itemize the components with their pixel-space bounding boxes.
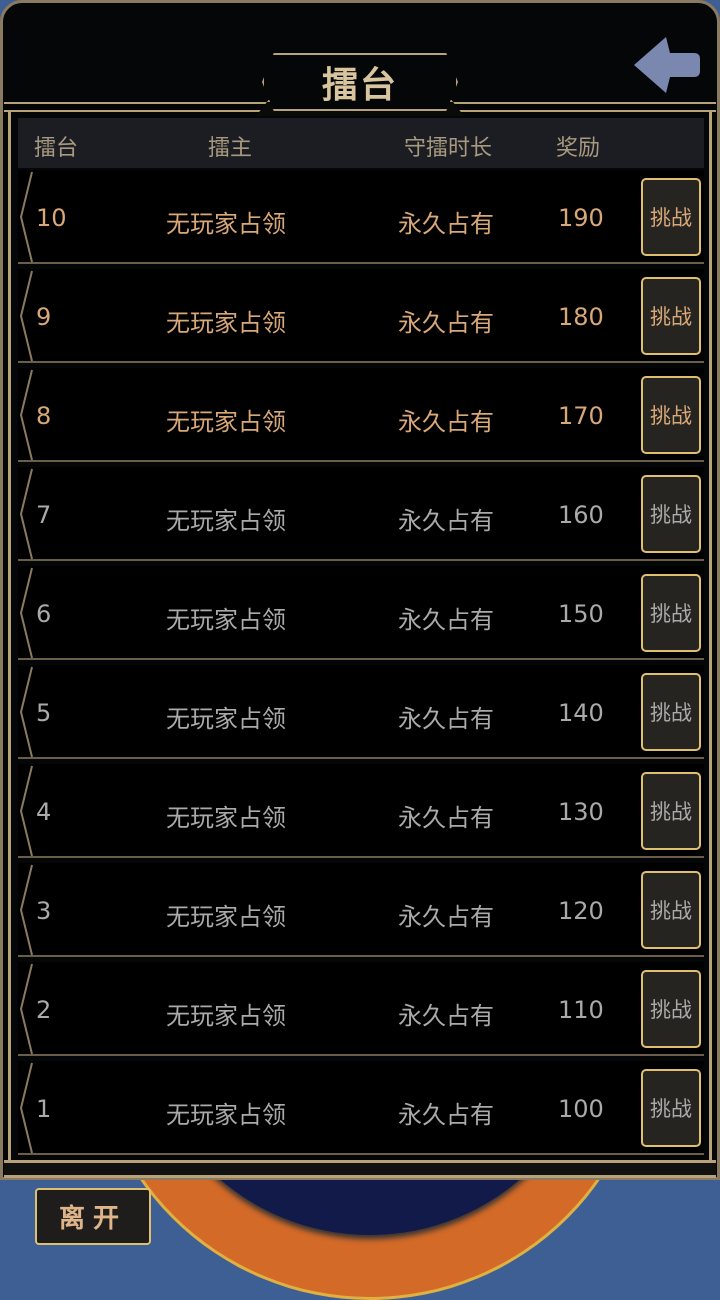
row-chevron-decoration	[19, 171, 33, 263]
table-row: 6 无玩家占领 永久占有 150 挑战	[18, 566, 704, 660]
duration: 永久占有	[398, 606, 494, 634]
rank: 9	[36, 303, 52, 331]
rank: 4	[36, 798, 52, 826]
arrow-left-icon[interactable]	[630, 35, 700, 95]
rank: 6	[36, 600, 52, 628]
challenge-button[interactable]: 挑战	[641, 178, 701, 256]
row-chevron-decoration	[19, 369, 33, 461]
challenge-button[interactable]: 挑战	[641, 772, 701, 850]
reward: 130	[558, 798, 604, 826]
rank: 10	[36, 204, 67, 232]
challenge-button[interactable]: 挑战	[641, 970, 701, 1048]
table-row: 7 无玩家占领 永久占有 160 挑战	[18, 467, 704, 561]
table-header: 擂台 擂主 守擂时长 奖励	[18, 118, 704, 168]
table-row: 10 无玩家占领 永久占有 190 挑战	[18, 170, 704, 264]
duration: 永久占有	[398, 309, 494, 337]
reward: 180	[558, 303, 604, 331]
owner: 无玩家占领	[166, 210, 286, 238]
row-chevron-decoration	[19, 270, 33, 362]
row-chevron-decoration	[19, 1062, 33, 1154]
rank: 5	[36, 699, 52, 727]
table-row: 4 无玩家占领 永久占有 130 挑战	[18, 764, 704, 858]
owner: 无玩家占领	[166, 507, 286, 535]
page-title: 擂台	[321, 65, 398, 106]
rank: 8	[36, 402, 52, 430]
table-row: 3 无玩家占领 永久占有 120 挑战	[18, 863, 704, 957]
challenge-button[interactable]: 挑战	[641, 574, 701, 652]
table-row: 2 无玩家占领 永久占有 110 挑战	[18, 962, 704, 1056]
reward: 190	[558, 204, 604, 232]
challenge-button[interactable]: 挑战	[641, 871, 701, 949]
leave-button[interactable]: 离开	[35, 1188, 151, 1245]
owner: 无玩家占领	[166, 804, 286, 832]
table-row: 1 无玩家占领 永久占有 100 挑战	[18, 1061, 704, 1155]
owner: 无玩家占领	[166, 705, 286, 733]
owner: 无玩家占领	[166, 903, 286, 931]
duration: 永久占有	[398, 903, 494, 931]
reward: 150	[558, 600, 604, 628]
divider	[4, 1160, 716, 1178]
table-row: 5 无玩家占领 永久占有 140 挑战	[18, 665, 704, 759]
owner: 无玩家占领	[166, 408, 286, 436]
duration: 永久占有	[398, 408, 494, 436]
owner: 无玩家占领	[166, 1101, 286, 1129]
challenge-button[interactable]: 挑战	[641, 475, 701, 553]
rank: 3	[36, 897, 52, 925]
reward: 120	[558, 897, 604, 925]
reward: 110	[558, 996, 604, 1024]
rank: 1	[36, 1095, 52, 1123]
title-plaque: 擂台	[262, 53, 458, 111]
duration: 永久占有	[398, 507, 494, 535]
row-chevron-decoration	[19, 567, 33, 659]
reward: 160	[558, 501, 604, 529]
col-owner: 擂主	[208, 136, 253, 161]
challenge-button[interactable]: 挑战	[641, 673, 701, 751]
duration: 永久占有	[398, 804, 494, 832]
col-duration: 守擂时长	[404, 136, 493, 161]
duration: 永久占有	[398, 210, 494, 238]
row-chevron-decoration	[19, 963, 33, 1055]
rank: 7	[36, 501, 52, 529]
reward: 140	[558, 699, 604, 727]
challenge-button[interactable]: 挑战	[641, 277, 701, 355]
reward: 100	[558, 1095, 604, 1123]
table-row: 9 无玩家占领 永久占有 180 挑战	[18, 269, 704, 363]
col-rank: 擂台	[34, 136, 79, 161]
duration: 永久占有	[398, 1002, 494, 1030]
col-reward: 奖励	[556, 136, 601, 161]
row-chevron-decoration	[19, 468, 33, 560]
challenge-button[interactable]: 挑战	[641, 376, 701, 454]
table-row: 8 无玩家占领 永久占有 170 挑战	[18, 368, 704, 462]
row-chevron-decoration	[19, 666, 33, 758]
row-chevron-decoration	[19, 864, 33, 956]
reward: 170	[558, 402, 604, 430]
owner: 无玩家占领	[166, 1002, 286, 1030]
owner: 无玩家占领	[166, 309, 286, 337]
row-chevron-decoration	[19, 765, 33, 857]
owner: 无玩家占领	[166, 606, 286, 634]
duration: 永久占有	[398, 705, 494, 733]
rank: 2	[36, 996, 52, 1024]
duration: 永久占有	[398, 1101, 494, 1129]
challenge-button[interactable]: 挑战	[641, 1069, 701, 1147]
